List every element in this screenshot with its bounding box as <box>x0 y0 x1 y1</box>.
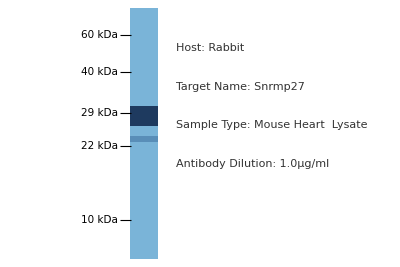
Text: 22 kDa: 22 kDa <box>81 140 118 151</box>
Text: Host: Rabbit: Host: Rabbit <box>176 43 244 53</box>
Bar <box>130 136 158 142</box>
Text: 10 kDa: 10 kDa <box>81 215 118 225</box>
Bar <box>130 106 158 126</box>
Text: 40 kDa: 40 kDa <box>81 67 118 77</box>
Text: Target Name: Snrmp27: Target Name: Snrmp27 <box>176 82 305 92</box>
Text: 60 kDa: 60 kDa <box>81 30 118 40</box>
Text: Antibody Dilution: 1.0µg/ml: Antibody Dilution: 1.0µg/ml <box>176 159 329 169</box>
Text: Sample Type: Mouse Heart  Lysate: Sample Type: Mouse Heart Lysate <box>176 120 368 131</box>
Bar <box>130 8 158 259</box>
Text: 29 kDa: 29 kDa <box>81 108 118 119</box>
